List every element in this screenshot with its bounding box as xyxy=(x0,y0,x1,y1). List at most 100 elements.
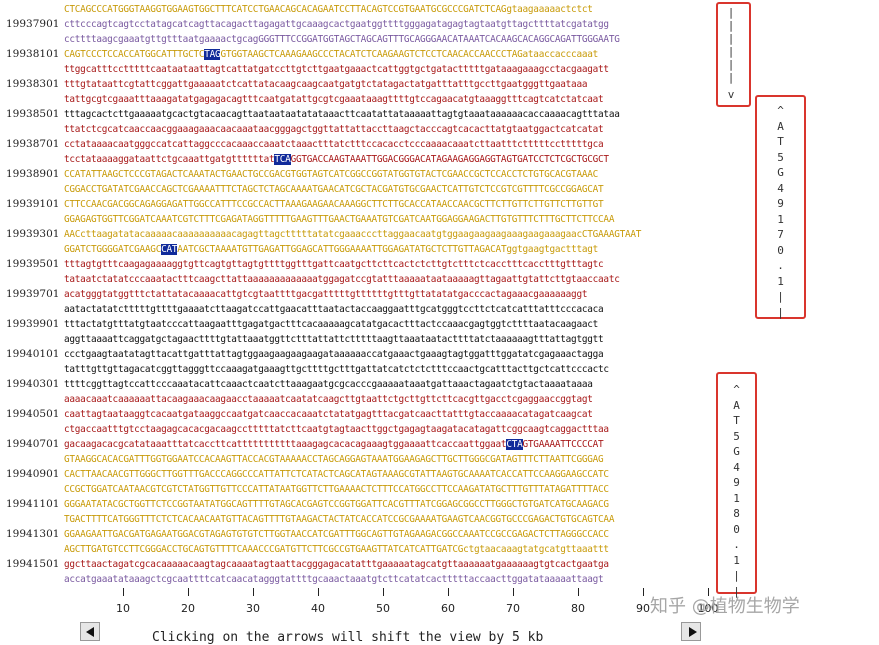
coordinate-label: 19941301 xyxy=(6,528,60,540)
sequence-text: ctgaccaatttgtcctaagagcacacgacaagccttttta… xyxy=(64,424,609,435)
gene-label-at5g49180[interactable]: ^ A T 5 G 4 9 1 8 0. 1 | | xyxy=(733,383,740,598)
sequence-row: 19939901 tttactatgtttatgtaatcccattaagaatt… xyxy=(0,317,715,332)
ruler-tick xyxy=(123,588,124,596)
sequence-row: ctgaccaatttgtcctaagagcacacgacaagccttttta… xyxy=(0,422,715,437)
gene-label-at5g49170[interactable]: ^ A T 5 G 4 9 1 7 0. 1 | | xyxy=(777,104,784,319)
coordinate-label: 19939101 xyxy=(6,198,60,210)
sequence-text: AGCTTGATGTCCTTCGGGACCTGCAGTGTTTTCAAACCCG… xyxy=(64,544,609,555)
shift-right-button[interactable] xyxy=(681,622,701,641)
codon-highlight: TAG xyxy=(204,49,221,60)
ruler-tick-label: 90 xyxy=(636,602,650,615)
coordinate-label: 19941501 xyxy=(6,558,60,570)
sequence-row: 19939501 tttagtgtttcaagagaaaaggtgttcagtgt… xyxy=(0,257,715,272)
sequence-row: 19940701 gacaagacacgcatataaatttatcaccttca… xyxy=(0,437,715,452)
gene-box-at5g49180: ^ A T 5 G 4 9 1 8 0. 1 | | xyxy=(716,372,757,598)
sequence-row: 19938501 tttagcactcttgaaaaatgcactgtacaaca… xyxy=(0,107,715,122)
sequence-text: GTAAGGCACACGATTTGGTGGAATCCACAAGTTACCACGT… xyxy=(64,454,604,465)
coordinate-label: 19939701 xyxy=(6,288,60,300)
sequence-text: tttagtgtttcaagagaaaaggtgttcagtgttagtgttt… xyxy=(64,259,604,270)
coordinate-label: 19941101 xyxy=(6,498,60,510)
gene-box-at5g49170: ^ A T 5 G 4 9 1 7 0. 1 | | xyxy=(755,95,806,319)
sequence-row: CCGCTGGATCAATAACGTCGTCTATGGTTGTTCCCATTAT… xyxy=(0,482,715,497)
coordinate-label: 19940501 xyxy=(6,408,60,420)
coordinate-label: 19940101 xyxy=(6,348,60,360)
sequence-text: caattagtaataaggtcacaatgataaggccaatgatcaa… xyxy=(64,409,593,420)
sequence-text: ttttcggttagtccattcccaaatacattcaaactcaatc… xyxy=(64,379,593,390)
watermark: 知乎 @植物生物学 xyxy=(650,596,800,617)
shift-left-button[interactable] xyxy=(80,622,100,641)
ruler-tick-label: 30 xyxy=(246,602,260,615)
coordinate-label: 19938901 xyxy=(6,168,60,180)
sequence-row: 19938301 tttgtataattcgtattcggattgaaaaatct… xyxy=(0,77,715,92)
ruler-tick-label: 100 xyxy=(697,602,719,615)
ruler-tick-label: 20 xyxy=(181,602,195,615)
sequence-text: tattgcgtcgaaatttaaagatatgagagacagtttcaat… xyxy=(64,94,604,105)
sequence-row: GTAAGGCACACGATTTGGTGGAATCCACAAGTTACCACGT… xyxy=(0,452,715,467)
sequence-text: CCATATTAAGCTCCCGTAGACTCAAATACTGAACTGCCGA… xyxy=(64,169,599,180)
ruler-tick xyxy=(253,588,254,596)
sequence-text: aggttaaaattcaggatgctagaacttttgtattaaatgg… xyxy=(64,334,604,345)
sequence-row: GGATCTGGGGATCGAAGCCATAATCGCTAAAATGTTGAGA… xyxy=(0,242,715,257)
codon-highlight: CAT xyxy=(161,244,178,255)
coordinate-label: 19939901 xyxy=(6,318,60,330)
sequence-text: CTCAGCCCATGGGTAAGGTGGAAGTGGCTTTCATCCTGAA… xyxy=(64,4,593,15)
ruler-tick xyxy=(513,588,514,596)
sequence-text: GGAAGAATTGACGATGAGAATGGACGTAGAGTGTGTCTTG… xyxy=(64,529,609,540)
sequence-text: gacaagacacgcatataaatttatcaccttcatttttttt… xyxy=(64,439,604,450)
sequence-row: 19940501 caattagtaataaggtcacaatgataaggcca… xyxy=(0,407,715,422)
sequence-text: ttggcatttcctttttcaataataattagtcattatgatc… xyxy=(64,64,609,75)
left-arrow-icon xyxy=(86,627,94,637)
ruler-tick-label: 60 xyxy=(441,602,455,615)
sequence-text: acatgggtatggtttctattatacaaaacattgtcgtaat… xyxy=(64,289,588,300)
sequence-row: CGGACCTGATATCGAACCAGCTCGAAAATTTCTAGCTCTA… xyxy=(0,182,715,197)
coordinate-label: 19940701 xyxy=(6,438,60,450)
sequence-row: tcctataaaaggataattctgcaaattgatgttttttatT… xyxy=(0,152,715,167)
sequence-row: 19941101 GGGAATATACGCTGGTTCTCCGGTAATATGGC… xyxy=(0,497,715,512)
sequence-text: tataatctatatcccaaatactttcaagcttattaaaaaa… xyxy=(64,274,620,285)
sequence-text: TGACTTTTCATGGGTTTCTCTCACAACAATGTTACAGTTT… xyxy=(64,514,615,525)
sequence-row: AGCTTGATGTCCTTCGGGACCTGCAGTGTTTTCAAACCCG… xyxy=(0,542,715,557)
sequence-text: AACcttaagatatacaaaaacaaaaaaaaaacagagttag… xyxy=(64,229,642,240)
codon-highlight: TCA xyxy=(274,154,291,165)
navigation-hint: Clicking on the arrows will shift the vi… xyxy=(152,630,544,645)
sequence-row: 19938901 CCATATTAAGCTCCCGTAGACTCAAATACTGA… xyxy=(0,167,715,182)
sequence-row: ccttttaagcgaaatgttgtttaatgaaaactgcagGGGT… xyxy=(0,32,715,47)
sequence-row: tattgcgtcgaaatttaaagatatgagagacagtttcaat… xyxy=(0,92,715,107)
ruler-tick xyxy=(188,588,189,596)
sequence-row: 19939101 CTTCCAACGACGGCAGAGGAGATTGGCCATTT… xyxy=(0,197,715,212)
sequence-row: accatgaaatataaagctcgcaattttcatcaacataggg… xyxy=(0,572,715,587)
ruler-tick xyxy=(318,588,319,596)
sequence-text: ggcttaactagatcgcacaaaaacaagtagcaaaatagta… xyxy=(64,559,609,570)
gene-track-bars: | | | | | | xyxy=(727,6,735,84)
sequence-text: tatttgttgttagacatcggttagggttccaaagatgaaa… xyxy=(64,364,609,375)
sequence-text: aaaacaaatcaaaaaattacaagaaacaagaacctaaaaa… xyxy=(64,394,593,405)
sequence-text: cttcccagtcagtcctatagcatcagttacagacttagag… xyxy=(64,19,609,30)
coordinate-label: 19937901 xyxy=(6,18,60,30)
sequence-text: CCGCTGGATCAATAACGTCGTCTATGGTTGTTCCCATTAT… xyxy=(64,484,609,495)
sequence-row: 19940101 ccctgaagtaatatagttacattgatttatta… xyxy=(0,347,715,362)
sequence-row: 19940901 CACTTAACAACGTTGGGCTTGGTTTGACCCAG… xyxy=(0,467,715,482)
sequence-row: aggttaaaattcaggatgctagaacttttgtattaaatgg… xyxy=(0,332,715,347)
sequence-view: CTCAGCCCATGGGTAAGGTGGAAGTGGCTTTCATCCTGAA… xyxy=(0,4,715,587)
sequence-row: TGACTTTTCATGGGTTTCTCTCACAACAATGTTACAGTTT… xyxy=(0,512,715,527)
sequence-row: tataatctatatcccaaatactttcaagcttattaaaaaa… xyxy=(0,272,715,287)
coordinate-label: 19938501 xyxy=(6,108,60,120)
sequence-row: aaaacaaatcaaaaaattacaagaaacaagaacctaaaaa… xyxy=(0,392,715,407)
coordinate-label: 19939501 xyxy=(6,258,60,270)
sequence-row: tatttgttgttagacatcggttagggttccaaagatgaaa… xyxy=(0,362,715,377)
ruler-tick-label: 70 xyxy=(506,602,520,615)
ruler-tick xyxy=(708,588,709,596)
sequence-row: 19940301 ttttcggttagtccattcccaaatacattcaa… xyxy=(0,377,715,392)
sequence-text: ccctgaagtaatatagttacattgatttattagtggaaga… xyxy=(64,349,604,360)
sequence-text: GGATCTGGGGATCGAAGCCATAATCGCTAAAATGTTGAGA… xyxy=(64,244,599,255)
sequence-row: 19941301 GGAAGAATTGACGATGAGAATGGACGTAGAGT… xyxy=(0,527,715,542)
right-arrow-icon xyxy=(689,627,697,637)
ruler-tick xyxy=(448,588,449,596)
sequence-row: GGAGAGTGGTTCGGATCAAATCGTCTTTCGAGATAGGTTT… xyxy=(0,212,715,227)
ruler-tick-label: 80 xyxy=(571,602,585,615)
sequence-row: 19937901 cttcccagtcagtcctatagcatcagttacag… xyxy=(0,17,715,32)
ruler-tick xyxy=(383,588,384,596)
sequence-text: aatactatatctttttgttttgaaaatcttaagatccatt… xyxy=(64,304,604,315)
sequence-text: tttagcactcttgaaaaatgcactgtacaacagttaataa… xyxy=(64,109,620,120)
sequence-text: ccttttaagcgaaatgttgtttaatgaaaactgcagGGGT… xyxy=(64,34,620,45)
